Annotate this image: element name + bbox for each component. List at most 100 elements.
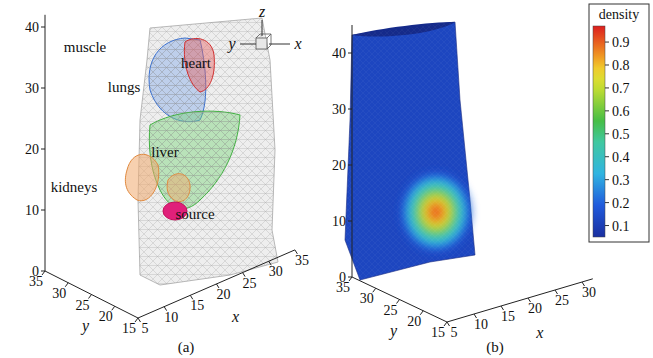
x-tick-label: 25 [243, 276, 257, 291]
x-tick-label: 5 [142, 321, 149, 336]
z-axis [45, 15, 46, 271]
x-tick-label: 35 [295, 253, 309, 268]
z-tick [41, 271, 45, 272]
z-tick-label: 0 [32, 264, 39, 279]
y-axis [45, 271, 138, 318]
kidney [125, 154, 158, 200]
z-tick-label: 40 [25, 20, 39, 35]
panel: 51015202530351520253035010203040xy(a)mus… [25, 3, 309, 356]
body-mesh [345, 22, 475, 280]
y-tick-label: 30 [52, 286, 66, 301]
colorbar-tick-label: 0.1 [612, 219, 630, 234]
axes [41, 15, 297, 322]
annotation: kidneys [51, 179, 98, 195]
z-tick [41, 27, 45, 28]
z-tick-label: 30 [332, 102, 346, 117]
colorbar-tick [605, 133, 609, 134]
z-tick [348, 221, 352, 222]
x-tick-label: 5 [451, 325, 458, 340]
colorbar-tick-label: 0.9 [612, 35, 630, 50]
panel: 510152025301520253035010203040xy(b) [332, 22, 596, 356]
liver [149, 111, 240, 209]
z-tick [348, 165, 352, 166]
axes-icon: z y x [226, 3, 301, 53]
x-tick-label: 20 [528, 301, 542, 316]
z-tick [41, 210, 45, 211]
colorbar-tick-label: 0.4 [612, 150, 630, 165]
x-tick-label: 10 [474, 317, 488, 332]
z-tick-label: 0 [339, 270, 346, 285]
colorbar-tick-label: 0.6 [612, 104, 630, 119]
icon-axis [269, 44, 290, 45]
x-tick-label: 30 [582, 285, 596, 300]
annotation: source [175, 206, 214, 222]
y-tick-label: 15 [122, 321, 136, 336]
icon-cube [256, 38, 267, 49]
z-tick-label: 30 [25, 81, 39, 96]
axes [348, 25, 593, 326]
y-tick-label: 25 [76, 298, 90, 313]
z-tick-label: 10 [25, 203, 39, 218]
annotation: heart [181, 55, 212, 71]
annotation: liver [151, 144, 179, 160]
body-mesh [138, 18, 278, 285]
z-tick [348, 277, 352, 278]
colorbar-bar [593, 26, 605, 237]
icon-x: x [293, 35, 301, 52]
y-tick-label: 20 [407, 314, 421, 329]
body-surface [345, 22, 475, 280]
colorbar-frame [589, 4, 649, 242]
z-axis [352, 25, 353, 277]
colorbar-tick [605, 64, 609, 65]
z-tick-label: 40 [332, 46, 346, 61]
figure: 51015202530351520253035010203040xy(a)mus… [0, 0, 653, 358]
panel-label: (a) [178, 339, 195, 356]
z-tick-label: 10 [332, 214, 346, 229]
icon-axis [262, 20, 263, 36]
colorbar-tick-label: 0.2 [612, 196, 630, 211]
icon-y: y [226, 35, 236, 53]
x-tick [447, 322, 450, 326]
x-axis [447, 279, 593, 322]
x-axis-label: x [231, 308, 239, 325]
z-tick [41, 149, 45, 150]
colorbar-tick [605, 202, 609, 203]
x-tick-label: 25 [555, 293, 569, 308]
icon-z: z [258, 3, 266, 20]
colorbar-tick-label: 0.8 [612, 58, 630, 73]
z-tick-label: 20 [332, 158, 346, 173]
colorbar-title: density [599, 7, 639, 22]
annotation: muscle [64, 39, 107, 55]
y-axis-label: y [388, 322, 398, 340]
x-axis-label: x [535, 324, 543, 341]
z-tick [348, 109, 352, 110]
body [138, 18, 278, 285]
icon-cube-edge [256, 34, 271, 49]
colorbar-tick [605, 156, 609, 157]
colorbar-tick [605, 42, 609, 43]
x-tick-label: 30 [269, 264, 283, 279]
colorbar-tick [605, 225, 609, 226]
colorbar-tick-label: 0.3 [612, 173, 630, 188]
kidney [167, 174, 190, 202]
x-tick-label: 15 [190, 298, 204, 313]
z-tick [348, 53, 352, 54]
colorbar-tick [605, 179, 609, 180]
icon-axis [240, 44, 256, 45]
x-axis [138, 250, 295, 318]
y-tick-label: 25 [384, 303, 398, 318]
y-tick-label: 15 [431, 325, 445, 340]
colorbar-tick [605, 110, 609, 111]
y-tick-label: 20 [99, 309, 113, 324]
x-tick-label: 20 [216, 287, 230, 302]
z-tick-label: 20 [25, 142, 39, 157]
x-tick-label: 10 [164, 310, 178, 325]
liver-mesh [149, 111, 240, 209]
colorbar-tick-label: 0.5 [612, 127, 630, 142]
y-axis [352, 277, 447, 322]
y-tick-label: 30 [360, 291, 374, 306]
annotation: lungs [108, 79, 141, 95]
colorbar-tick-label: 0.7 [612, 81, 630, 96]
panel-label: (b) [486, 339, 504, 356]
colorbar: density 0.1 0.2 0.3 0.4 0.5 0.6 0.7 0.8 0.9 [589, 4, 649, 242]
